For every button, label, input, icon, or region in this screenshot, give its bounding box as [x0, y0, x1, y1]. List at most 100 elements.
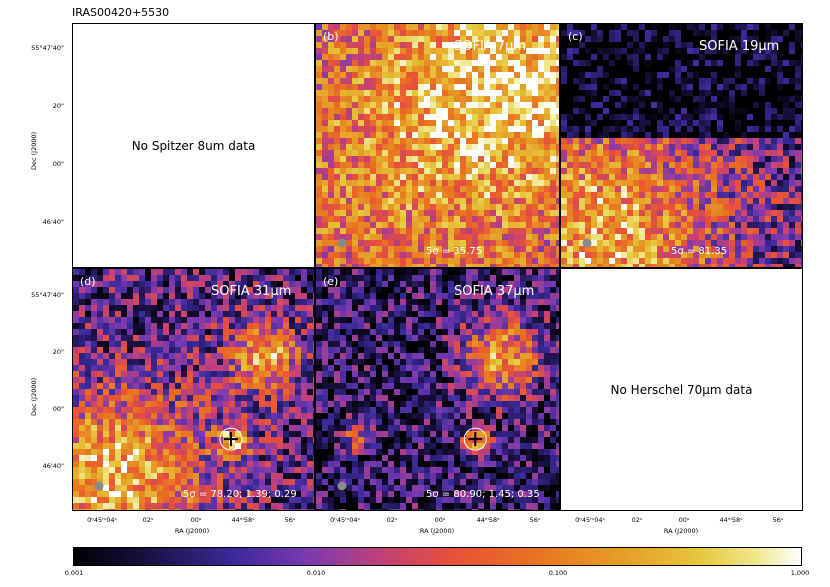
- panel-d: (d) SOFIA 31μm 5σ = 78.20; 1.39; 0.29: [72, 268, 315, 511]
- heatmap-cell: [328, 246, 335, 253]
- heatmap-cell: [645, 90, 652, 97]
- heatmap-cell: [322, 240, 329, 247]
- heatmap-cell: [316, 246, 323, 253]
- heatmap-cell: [639, 114, 646, 121]
- heatmap-cell: [322, 66, 329, 73]
- heatmap-cell: [669, 132, 676, 139]
- heatmap-cell: [795, 90, 802, 97]
- heatmap-cell: [753, 258, 760, 265]
- heatmap-cell: [651, 36, 658, 43]
- heatmap-cell: [340, 246, 347, 253]
- heatmap-cell: [777, 222, 784, 229]
- heatmap-cell: [669, 174, 676, 181]
- heatmap-cell: [400, 174, 407, 181]
- heatmap-cell: [723, 126, 730, 133]
- heatmap-cell: [157, 419, 164, 426]
- heatmap-cell: [478, 60, 485, 67]
- heatmap-cell: [532, 234, 539, 241]
- heatmap-cell: [478, 48, 485, 55]
- heatmap-cell: [478, 174, 485, 181]
- heatmap-cell: [139, 347, 146, 354]
- heatmap-cell: [729, 96, 736, 103]
- heatmap-cell: [669, 54, 676, 61]
- heatmap-cell: [723, 132, 730, 139]
- heatmap-cell: [567, 108, 574, 115]
- heatmap-cell: [145, 461, 152, 468]
- heatmap-cell: [175, 299, 182, 306]
- heatmap-cell: [247, 287, 254, 294]
- heatmap-cell: [436, 174, 443, 181]
- heatmap-cell: [406, 108, 413, 115]
- heatmap-cell: [424, 30, 431, 37]
- heatmap-cell: [627, 42, 634, 49]
- heatmap-cell: [651, 228, 658, 235]
- heatmap-cell: [550, 108, 557, 115]
- heatmap-cell: [675, 204, 682, 211]
- heatmap-cell: [346, 120, 353, 127]
- heatmap-cell: [633, 234, 640, 241]
- heatmap-cell: [151, 311, 158, 318]
- heatmap-cell: [789, 174, 796, 181]
- heatmap-cell: [448, 48, 455, 55]
- heatmap-cell: [283, 455, 290, 462]
- heatmap-cell: [508, 174, 515, 181]
- heatmap-cell: [103, 467, 110, 474]
- heatmap-cell: [783, 168, 790, 175]
- heatmap-cell: [675, 222, 682, 229]
- heatmap-cell: [687, 180, 694, 187]
- heatmap-cell: [436, 54, 443, 61]
- heatmap-cell: [478, 228, 485, 235]
- heatmap-cell: [693, 222, 700, 229]
- heatmap-cell: [735, 228, 742, 235]
- heatmap-cell: [412, 54, 419, 61]
- heatmap-cell: [693, 84, 700, 91]
- heatmap-cell: [199, 491, 206, 498]
- heatmap-cell: [735, 264, 742, 267]
- heatmap-cell: [400, 54, 407, 61]
- heatmap-cell: [765, 234, 772, 241]
- heatmap-cell: [633, 108, 640, 115]
- heatmap-cell: [579, 132, 586, 139]
- heatmap-cell: [496, 90, 503, 97]
- heatmap-cell: [597, 210, 604, 217]
- heatmap-cell: [573, 24, 580, 31]
- heatmap-cell: [759, 132, 766, 139]
- heatmap-cell: [609, 96, 616, 103]
- heatmap-cell: [352, 24, 359, 31]
- heatmap-cell: [621, 174, 628, 181]
- heatmap-cell: [388, 222, 395, 229]
- heatmap-cell: [693, 114, 700, 121]
- heatmap-cell: [663, 60, 670, 67]
- heatmap-cell: [259, 455, 266, 462]
- heatmap-cell: [169, 347, 176, 354]
- heatmap-cell: [520, 222, 527, 229]
- heatmap-cell: [103, 497, 110, 504]
- heatmap-cell: [514, 126, 521, 133]
- heatmap-cell: [127, 461, 134, 468]
- heatmap-cell: [334, 222, 341, 229]
- heatmap-cell: [436, 102, 443, 109]
- heatmap-cell: [538, 186, 545, 193]
- heatmap-cell: [759, 192, 766, 199]
- heatmap-cell: [283, 389, 290, 396]
- heatmap-cell: [241, 299, 248, 306]
- heatmap-cell: [424, 132, 431, 139]
- heatmap-cell: [442, 240, 449, 247]
- heatmap-cell: [567, 138, 574, 145]
- heatmap-cell: [412, 60, 419, 67]
- heatmap-cell: [412, 102, 419, 109]
- heatmap-cell: [259, 341, 266, 348]
- heatmap-cell: [301, 455, 308, 462]
- heatmap-cell: [645, 150, 652, 157]
- heatmap-cell: [316, 258, 323, 265]
- heatmap-cell: [759, 264, 766, 267]
- heatmap-cell: [157, 341, 164, 348]
- heatmap-cell: [358, 42, 365, 49]
- heatmap-cell: [175, 323, 182, 330]
- heatmap-cell: [169, 497, 176, 504]
- heatmap-cell: [121, 365, 128, 372]
- heatmap-cell: [603, 138, 610, 145]
- heatmap-cell: [247, 305, 254, 312]
- heatmap-cell: [322, 252, 329, 259]
- heatmap-cell: [502, 30, 509, 37]
